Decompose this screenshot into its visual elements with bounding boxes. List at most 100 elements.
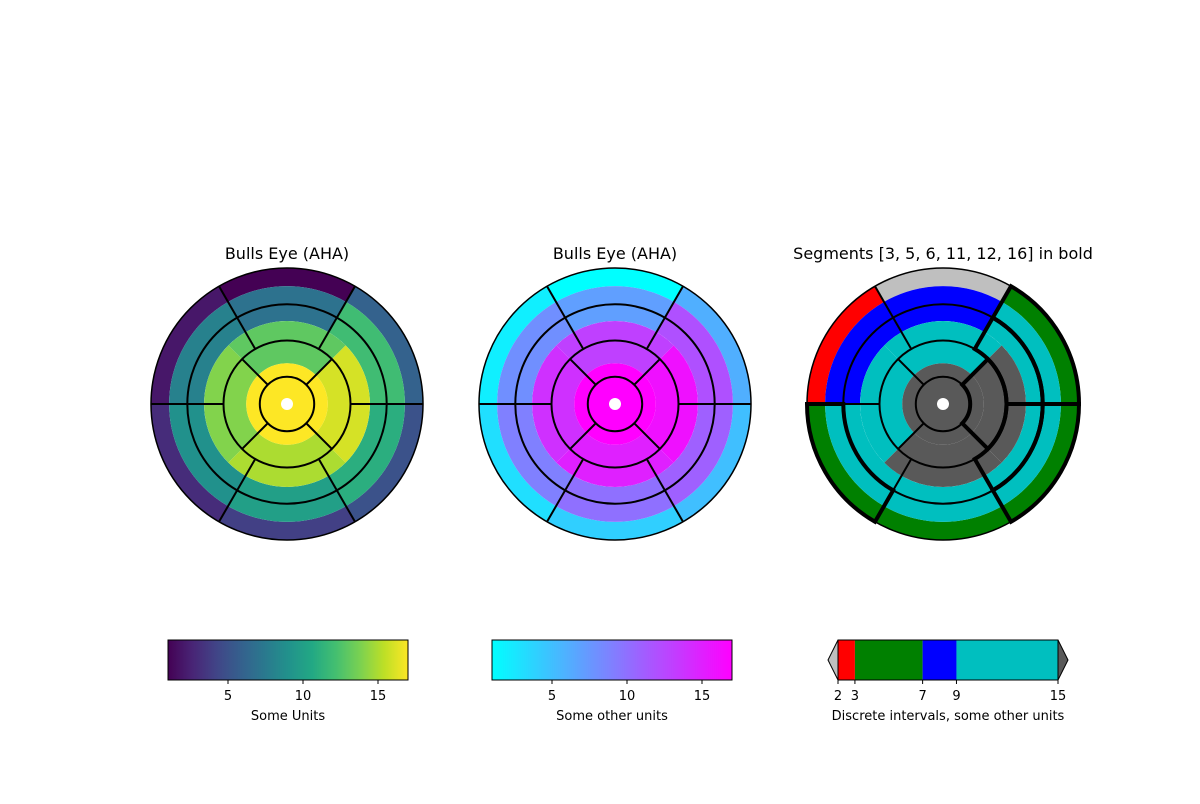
segment-9 xyxy=(169,404,246,507)
ring-boundary xyxy=(258,375,316,433)
segment-divider xyxy=(317,458,356,523)
segment-9 xyxy=(825,404,902,507)
center-hole xyxy=(281,398,293,410)
segment-11 xyxy=(328,404,405,507)
segment-divider xyxy=(897,422,925,450)
bold-segment-outline xyxy=(804,402,896,525)
colorbar-tick-label: 15 xyxy=(370,689,387,704)
segment-10 xyxy=(228,475,346,522)
segment-5 xyxy=(1001,404,1079,522)
segment-11 xyxy=(656,404,733,507)
colorbar-tick-label: 9 xyxy=(952,689,960,704)
colorbar-tick-label: 5 xyxy=(224,689,232,704)
segment-divider xyxy=(633,422,661,450)
center-hole xyxy=(937,398,949,410)
segment-1 xyxy=(547,268,683,302)
colorbar-label: Discrete intervals, some other units xyxy=(832,709,1065,724)
segment-2 xyxy=(807,286,885,404)
segment-1 xyxy=(875,268,1011,302)
colorbar-1: Some Units 5 10 15 xyxy=(167,639,409,724)
ring-boundary xyxy=(586,375,644,433)
segment-divider xyxy=(569,422,597,450)
segment-divider xyxy=(546,458,585,523)
colorbar-tick-label: 15 xyxy=(694,689,711,704)
segment-divider xyxy=(305,358,333,386)
bullseye-plot-3: Segments [3, 5, 6, 11, 12, 16] in bold xyxy=(793,244,1093,541)
segment-13 xyxy=(884,321,1002,376)
segment-divider xyxy=(218,458,257,523)
plot-title: Bulls Eye (AHA) xyxy=(225,244,349,263)
segment-divider xyxy=(241,358,269,386)
colorbar-over-extension xyxy=(1057,639,1069,681)
segment-16 xyxy=(315,345,370,463)
segment-divider xyxy=(874,285,913,350)
colorbar-2: Some other units 5 10 15 xyxy=(491,639,733,724)
segment-3 xyxy=(151,404,229,522)
bold-segment-outline xyxy=(959,356,1009,452)
colorbar-interval xyxy=(854,640,923,680)
segment-16 xyxy=(643,345,698,463)
segment-4 xyxy=(219,506,355,541)
segment-divider xyxy=(897,358,925,386)
segment-7 xyxy=(556,286,674,333)
segment-7 xyxy=(884,286,1002,333)
colorbar-label: Some Units xyxy=(251,709,325,724)
segment-divider xyxy=(645,285,684,350)
segment-14 xyxy=(204,345,259,463)
segment-15 xyxy=(228,432,346,487)
segment-divider xyxy=(569,358,597,386)
segment-divider xyxy=(241,422,269,450)
colorbar-under-extension xyxy=(827,639,839,681)
segment-2 xyxy=(479,286,557,404)
colorbar-interval xyxy=(956,640,1058,680)
segment-13 xyxy=(228,321,346,376)
segment-6 xyxy=(1001,286,1079,404)
segment-divider xyxy=(645,458,684,523)
segment-12 xyxy=(656,301,733,404)
segment-8 xyxy=(825,301,902,404)
segment-15 xyxy=(556,432,674,487)
plot-title: Bulls Eye (AHA) xyxy=(553,244,677,263)
segment-14 xyxy=(532,345,587,463)
colorbar-tick-label: 7 xyxy=(918,689,926,704)
segment-3 xyxy=(479,404,557,522)
colorbar-body xyxy=(167,639,409,681)
segment-10 xyxy=(884,475,1002,522)
segment-1 xyxy=(219,268,355,302)
segment-7 xyxy=(228,286,346,333)
bullseye-plot-2: Bulls Eye (AHA) xyxy=(478,244,752,541)
segment-8 xyxy=(169,301,246,404)
colorbar-tick-label: 5 xyxy=(548,689,556,704)
colorbar-interval xyxy=(838,640,855,680)
segment-8 xyxy=(497,301,574,404)
colorbar-outline xyxy=(837,639,1059,681)
segment-3 xyxy=(807,404,885,522)
colorbar-body xyxy=(491,639,733,681)
segment-16 xyxy=(971,345,1026,463)
segment-14 xyxy=(860,345,915,463)
colorbar-tick-label: 3 xyxy=(851,689,859,704)
colorbar-interval xyxy=(922,640,957,680)
segment-divider xyxy=(546,285,585,350)
segment-9 xyxy=(497,404,574,507)
segment-divider xyxy=(317,285,356,350)
center-hole xyxy=(609,398,621,410)
plot-title: Segments [3, 5, 6, 11, 12, 16] in bold xyxy=(793,244,1093,263)
segment-15 xyxy=(884,432,1002,487)
segment-10 xyxy=(556,475,674,522)
colorbar-tick-label: 2 xyxy=(834,689,842,704)
segment-6 xyxy=(345,286,423,404)
colorbar-label: Some other units xyxy=(556,709,668,724)
colorbar-tick-label: 15 xyxy=(1050,689,1067,704)
colorbar-tick-label: 10 xyxy=(619,689,636,704)
segment-5 xyxy=(673,404,751,522)
segment-6 xyxy=(673,286,751,404)
segment-divider xyxy=(305,422,333,450)
segment-13 xyxy=(556,321,674,376)
segment-5 xyxy=(345,404,423,522)
segment-2 xyxy=(151,286,229,404)
segment-4 xyxy=(547,506,683,541)
segment-11 xyxy=(984,404,1061,507)
